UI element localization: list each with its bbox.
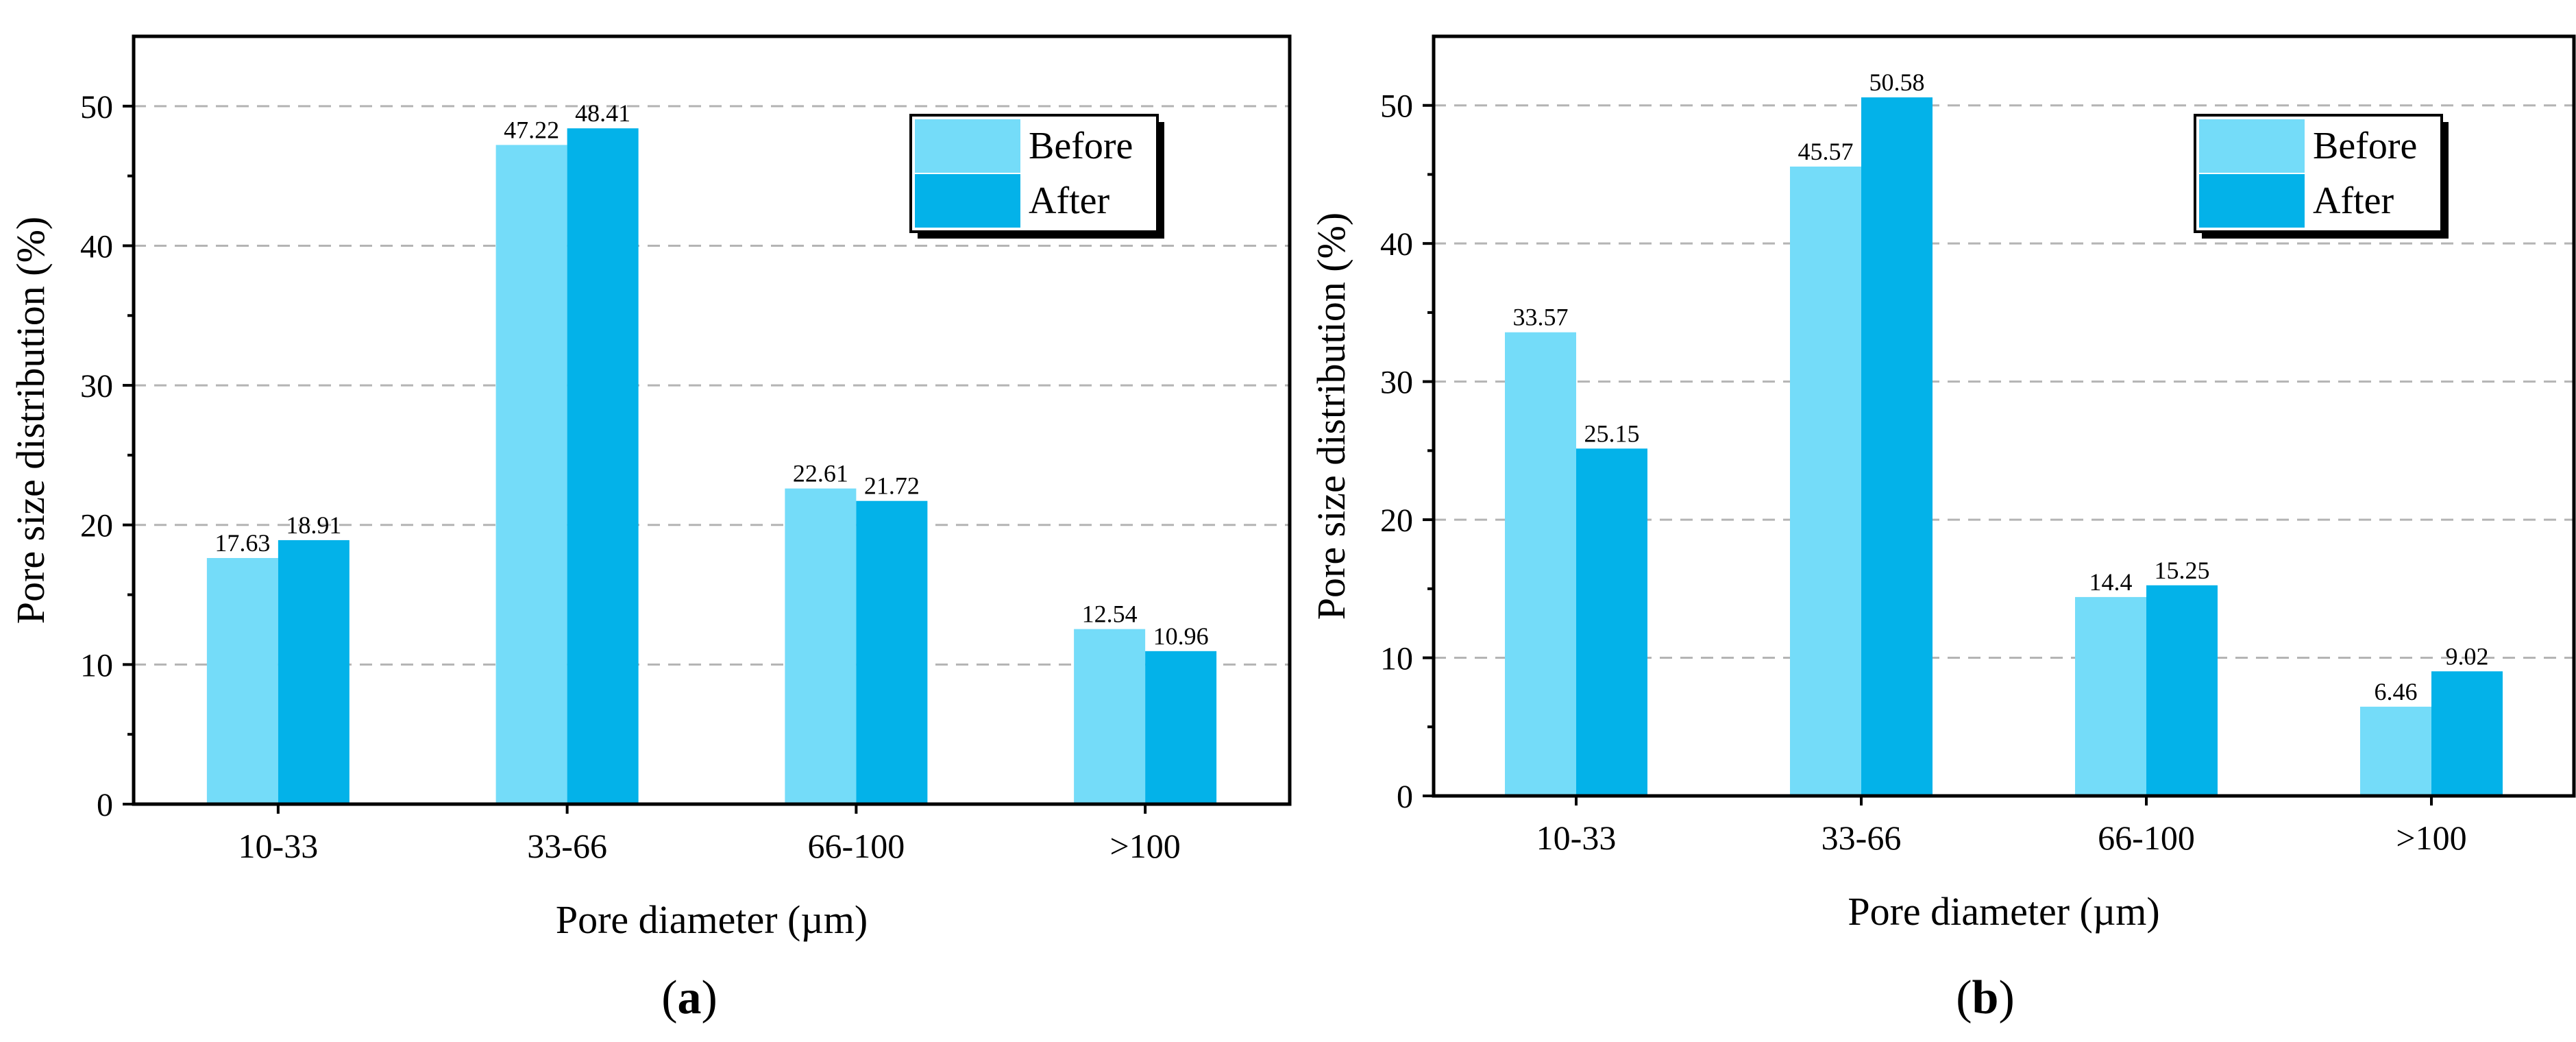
bar-before-10-33: [1505, 332, 1576, 796]
data-label: 33.57: [1513, 304, 1569, 331]
data-label: 12.54: [1082, 601, 1138, 628]
data-label: 22.61: [793, 460, 848, 487]
y-tick-label: 30: [80, 368, 113, 404]
data-label: 18.91: [286, 511, 341, 539]
x-axis-title: Pore diameter (µm): [1848, 889, 2159, 934]
y-tick-label: 10: [1380, 641, 1413, 677]
y-tick-label: 20: [80, 508, 113, 544]
x-tick-label: 33-66: [1821, 819, 1902, 857]
bar-before->100: [2360, 706, 2431, 796]
bar-after-33-66: [1861, 97, 1933, 796]
data-label: 48.41: [575, 99, 630, 127]
y-tick-label: 30: [1380, 365, 1413, 401]
legend-swatch-before: [915, 119, 1020, 173]
plot-frame: [132, 34, 1292, 806]
x-axis-title: Pore diameter (µm): [556, 897, 868, 942]
data-label: 9.02: [2446, 642, 2489, 670]
bar-before-66-100: [2075, 596, 2146, 796]
panel-label: (a): [661, 971, 717, 1024]
bar-before-66-100: [785, 488, 857, 804]
y-tick-label: 50: [80, 89, 113, 125]
legend-swatch-before: [2199, 119, 2305, 173]
bar-after->100: [2431, 671, 2503, 796]
chart-panel-a: 17.63 18.91 10-33 47.22 48.41 33-66 22.61 21.72…: [8, 34, 1292, 1024]
y-tick-label: 40: [1380, 226, 1413, 263]
y-tick-label: 0: [1397, 779, 1413, 815]
bar-after-33-66: [567, 128, 639, 805]
data-label: 25.15: [1584, 420, 1640, 447]
data-label: 14.4: [2089, 568, 2133, 596]
data-label: 17.63: [214, 529, 270, 557]
bar-after-66-100: [2146, 585, 2218, 796]
bar-before->100: [1074, 629, 1146, 804]
bar-before-33-66: [495, 145, 567, 805]
legend-label: After: [1029, 180, 1110, 222]
bar-after-10-33: [278, 540, 349, 804]
data-label: 50.58: [1869, 69, 1925, 96]
y-tick-label: 50: [1380, 88, 1413, 125]
legend-label: Before: [2313, 125, 2417, 167]
legend-label: Before: [1029, 125, 1133, 167]
data-label: 10.96: [1153, 622, 1209, 650]
bar-after->100: [1145, 651, 1217, 804]
y-axis-title: Pore size distribution (%): [8, 217, 53, 624]
bar-before-10-33: [206, 557, 278, 804]
y-axis-title: Pore size distribution (%): [1309, 213, 1353, 620]
data-label: 6.46: [2375, 678, 2418, 705]
legend: Before After: [2194, 114, 2449, 239]
y-tick-label: 40: [80, 228, 113, 265]
legend-label: After: [2313, 180, 2394, 222]
x-tick-label: 10-33: [238, 827, 319, 865]
data-label: 15.25: [2155, 557, 2210, 584]
plot-frame: [1432, 34, 2576, 798]
x-tick-label: >100: [1110, 827, 1181, 865]
x-tick-label: 66-100: [808, 827, 905, 865]
chart-panel-b: 33.57 25.15 10-33 45.57 50.58 33-66 14.4 15.25 6…: [1309, 34, 2576, 1024]
x-tick-label: 10-33: [1536, 819, 1617, 857]
data-label: 21.72: [864, 472, 920, 500]
legend: Before After: [909, 114, 1164, 239]
legend-swatch-after: [2199, 174, 2305, 228]
x-tick-label: >100: [2396, 819, 2466, 857]
y-tick-label: 10: [80, 647, 113, 683]
y-tick-label: 20: [1380, 502, 1413, 539]
data-label: 47.22: [504, 116, 559, 143]
x-tick-label: 66-100: [2098, 819, 2195, 857]
bar-after-10-33: [1576, 448, 1647, 796]
legend-swatch-after: [915, 174, 1020, 228]
y-tick-label: 0: [97, 787, 113, 823]
bar-after-66-100: [856, 500, 928, 804]
bar-before-33-66: [1790, 166, 1861, 797]
data-label: 45.57: [1798, 138, 1854, 165]
x-tick-label: 33-66: [527, 827, 607, 865]
panel-label: (b): [1956, 971, 2015, 1024]
